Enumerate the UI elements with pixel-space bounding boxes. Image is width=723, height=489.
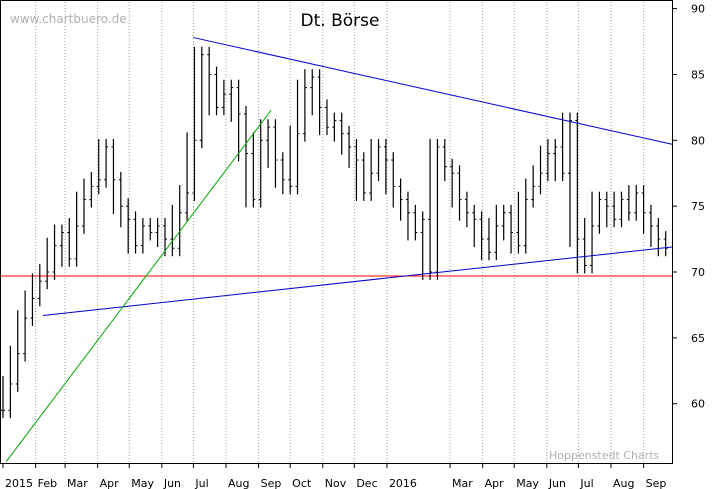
x-tick-label: Aug <box>228 477 249 489</box>
x-tick-label: Sep <box>261 477 282 489</box>
x-tick-label: Oct <box>292 477 312 489</box>
x-tick-label: Nov <box>325 477 347 489</box>
y-tick-label: 75 <box>691 200 705 213</box>
x-tick-label: Apr <box>485 477 505 489</box>
x-axis: 2015 Feb Mar Apr May Jun Jul Aug Sep Oct Nov Dec 201… <box>2 463 667 489</box>
y-tick-label: 65 <box>691 332 705 345</box>
y-tick-label: 70 <box>691 266 705 279</box>
trendline <box>42 246 673 316</box>
trendlines <box>5 37 673 462</box>
x-tick-label: Jul <box>194 477 208 489</box>
y-tick-label: 60 <box>691 398 705 411</box>
x-tick-label: Aug <box>613 477 634 489</box>
plot-frame <box>0 0 673 464</box>
x-tick-label: Jun <box>548 477 566 489</box>
x-tick-label: Mar <box>452 477 473 489</box>
x-tick-label: Jul <box>579 477 593 489</box>
vertical-gridlines <box>35 2 645 463</box>
y-tick-label: 80 <box>691 134 705 147</box>
x-tick-label: Jun <box>163 477 181 489</box>
x-tick-label: May <box>516 477 539 489</box>
x-tick-label: 2016 <box>389 477 417 489</box>
y-tick-label: 90 <box>691 3 705 16</box>
chart-title: Dt. Börse <box>301 11 380 31</box>
x-tick-label: Mar <box>67 477 88 489</box>
x-tick-label: May <box>131 477 154 489</box>
watermark-top: www.chartbuero.de <box>10 12 127 26</box>
x-tick-label: Sep <box>646 477 667 489</box>
trendline <box>5 109 272 462</box>
price-bars <box>1 46 668 419</box>
x-tick-label: Dec <box>356 477 377 489</box>
watermark-bottom: Hoppenstedt Charts <box>549 449 660 462</box>
trendline <box>193 37 673 145</box>
x-tick-label: 2015 <box>5 477 33 489</box>
y-tick-label: 85 <box>691 68 705 81</box>
y-axis: 60 65 70 75 80 85 90 <box>672 3 705 411</box>
x-tick-label: Feb <box>38 477 57 489</box>
x-tick-label: Apr <box>100 477 120 489</box>
